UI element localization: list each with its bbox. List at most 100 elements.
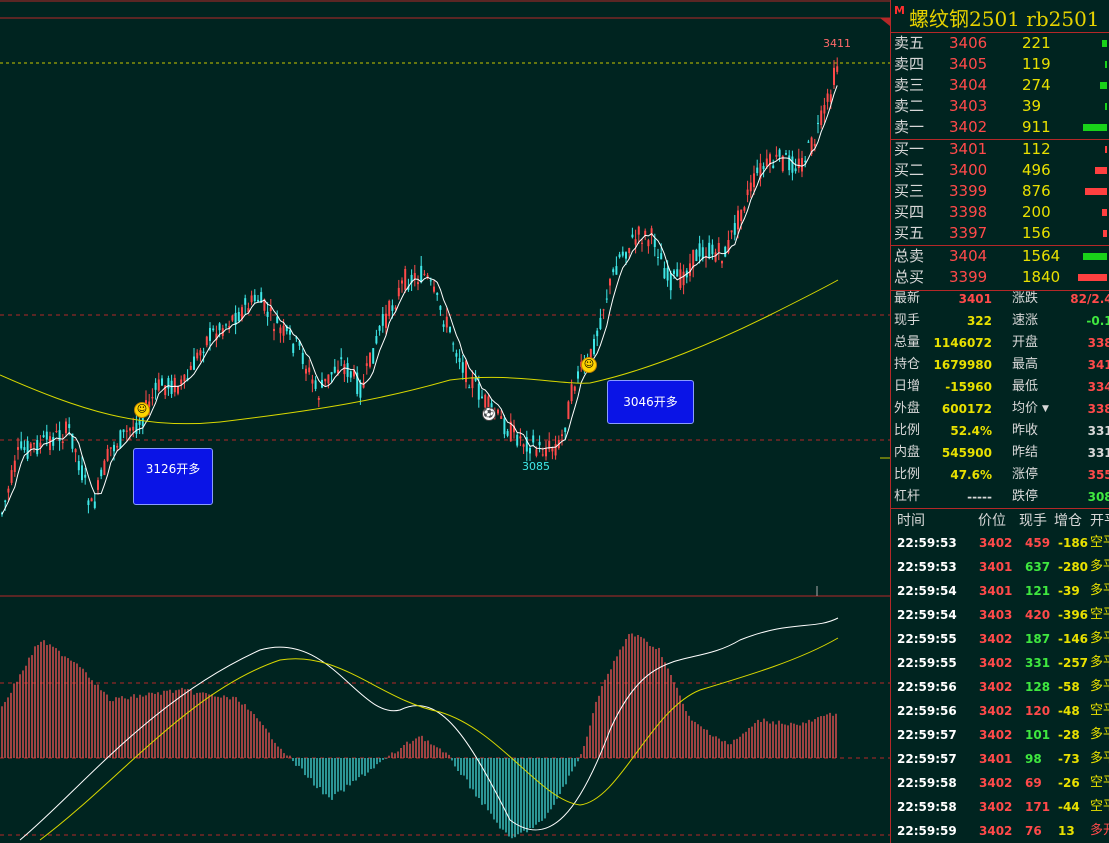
candle-body <box>71 433 74 449</box>
book-price: 3406 <box>949 34 988 52</box>
tick-row[interactable]: 22:59:55 3402 331 -257多平 <box>891 651 1109 675</box>
candle-body <box>426 275 429 278</box>
candle-body <box>375 335 378 344</box>
candle-body <box>74 449 77 453</box>
tick-row[interactable]: 22:59:53 3402 459 -186空平 <box>891 531 1109 555</box>
candle-body <box>589 348 592 360</box>
tick-row[interactable]: 22:59:56 3402 120 -48 空平 <box>891 699 1109 723</box>
stat-row: 外盘 600172 均价▼ 3387 <box>891 398 1109 420</box>
stat-value: 3319 <box>1087 446 1109 460</box>
smiley-icon[interactable]: ☺ <box>134 402 150 418</box>
stat-label: 持仓 <box>894 357 921 372</box>
tick-chg: -146 <box>1058 632 1089 646</box>
candle-body <box>324 378 327 382</box>
stat-value: 322 <box>966 314 992 328</box>
candle-body <box>183 374 186 382</box>
signal-callout-long-1[interactable]: 3126开多 <box>133 448 213 505</box>
stat-label: 开盘 <box>1012 335 1039 350</box>
tick-type: 多开 <box>1090 823 1109 838</box>
order-book-row[interactable]: 买四 3398 200 <box>891 202 1109 223</box>
candle-body <box>234 312 237 325</box>
book-level-label: 卖二 <box>894 97 925 115</box>
candle-body <box>378 325 381 331</box>
stat-value: 1679980 <box>933 358 992 372</box>
kline-chart-area[interactable]: 3411 3085 ☺ ☺ ⚽ 3126开多 3046开多 <box>0 0 890 843</box>
candle-body <box>442 324 445 327</box>
stat-value: 1146072 <box>933 336 992 350</box>
candle-body <box>125 430 128 432</box>
order-book-row[interactable]: 总买 3399 1840 <box>891 267 1109 288</box>
order-book-row[interactable]: 买二 3400 496 <box>891 160 1109 181</box>
order-book-row[interactable]: 卖三 3404 274 <box>891 75 1109 96</box>
candle-body <box>522 444 525 447</box>
instrument-title[interactable]: 螺纹钢2501 rb2501 <box>909 7 1100 31</box>
tick-row[interactable]: 22:59:57 3401 98 -73 多平 <box>891 747 1109 771</box>
tick-row[interactable]: 22:59:55 3402 187 -146多平 <box>891 627 1109 651</box>
candle-body <box>593 338 595 355</box>
book-price: 3397 <box>949 224 988 242</box>
candle-body <box>337 369 339 374</box>
candle-body <box>68 424 71 429</box>
candle-body <box>807 141 810 143</box>
order-book-row[interactable]: 总卖 3404 1564 <box>891 246 1109 267</box>
candle-body <box>263 299 266 311</box>
tick-row[interactable]: 22:59:58 3402 69 -26 空平 <box>891 771 1109 795</box>
candle-body <box>381 314 384 326</box>
order-book-row[interactable]: 卖一 3402 911 <box>891 117 1109 138</box>
stat-row: 比例 52.4% 昨收 3319 <box>891 420 1109 442</box>
book-price: 3399 <box>949 182 988 200</box>
column-header[interactable]: 时间 <box>897 513 925 529</box>
book-level-label: 总卖 <box>894 247 925 265</box>
tick-row[interactable]: 22:59:59 3402 76 13 多开 <box>891 819 1109 843</box>
stat-label: 昨收 <box>1012 423 1039 438</box>
soccer-ball-icon[interactable]: ⚽ <box>482 407 496 421</box>
stat-value: 3551 <box>1087 468 1109 482</box>
signal-callout-long-2[interactable]: 3046开多 <box>607 380 694 424</box>
candle-body <box>506 431 509 436</box>
stat-label: 均价 <box>1012 401 1039 416</box>
kline-chart-svg[interactable] <box>0 0 890 843</box>
tick-row[interactable]: 22:59:53 3401 637 -280多平 <box>891 555 1109 579</box>
tick-row[interactable]: 22:59:54 3403 420 -396空平 <box>891 603 1109 627</box>
peak-price-label: 3411 <box>823 37 851 50</box>
dropdown-arrow-icon[interactable]: ▼ <box>1042 404 1049 414</box>
tick-chg: -73 <box>1058 752 1080 766</box>
tick-chg: -28 <box>1058 728 1080 742</box>
tick-row[interactable]: 22:59:54 3401 121 -39 多平 <box>891 579 1109 603</box>
order-book-row[interactable]: 买三 3399 876 <box>891 181 1109 202</box>
candle-body <box>132 426 135 431</box>
tick-vol: 637 <box>1025 560 1051 574</box>
candle-body <box>189 365 192 370</box>
candle-body <box>20 441 23 449</box>
column-header[interactable]: 价位 <box>978 513 1006 529</box>
tick-price: 3402 <box>979 728 1013 742</box>
candle-body <box>634 239 637 245</box>
candle-body <box>36 439 39 455</box>
candle-body <box>170 380 173 394</box>
stat-value: 3387 <box>1087 402 1109 416</box>
book-price: 3399 <box>949 268 988 286</box>
order-book-row[interactable]: 卖五 3406 221 <box>891 33 1109 54</box>
order-book-row[interactable]: 买一 3401 112 <box>891 139 1109 160</box>
tick-row[interactable]: 22:59:57 3402 101 -28 多平 <box>891 723 1109 747</box>
signal-label: 3046开多 <box>623 395 678 409</box>
column-header[interactable]: 开平 <box>1090 513 1109 529</box>
candle-body <box>100 469 103 477</box>
candle-body <box>42 435 45 438</box>
book-level-label: 总买 <box>894 268 925 286</box>
smiley-icon[interactable]: ☺ <box>581 357 597 373</box>
candle-body <box>628 248 631 254</box>
stat-label: 昨结 <box>1012 445 1039 460</box>
order-book-row[interactable]: 卖二 3403 39 <box>891 96 1109 117</box>
candle-body <box>599 317 602 329</box>
candle-body <box>93 501 96 508</box>
tick-row[interactable]: 22:59:56 3402 128 -58 多平 <box>891 675 1109 699</box>
stat-row: 比例 47.6% 涨停 3551 <box>891 464 1109 486</box>
order-book-row[interactable]: 买五 3397 156 <box>891 223 1109 244</box>
candle-body <box>106 448 109 461</box>
candle-body <box>743 207 746 211</box>
order-book-row[interactable]: 卖四 3405 119 <box>891 54 1109 75</box>
column-header[interactable]: 现手 <box>1019 513 1047 529</box>
tick-row[interactable]: 22:59:58 3402 171 -44 空平 <box>891 795 1109 819</box>
column-header[interactable]: 增仓 <box>1054 513 1082 529</box>
